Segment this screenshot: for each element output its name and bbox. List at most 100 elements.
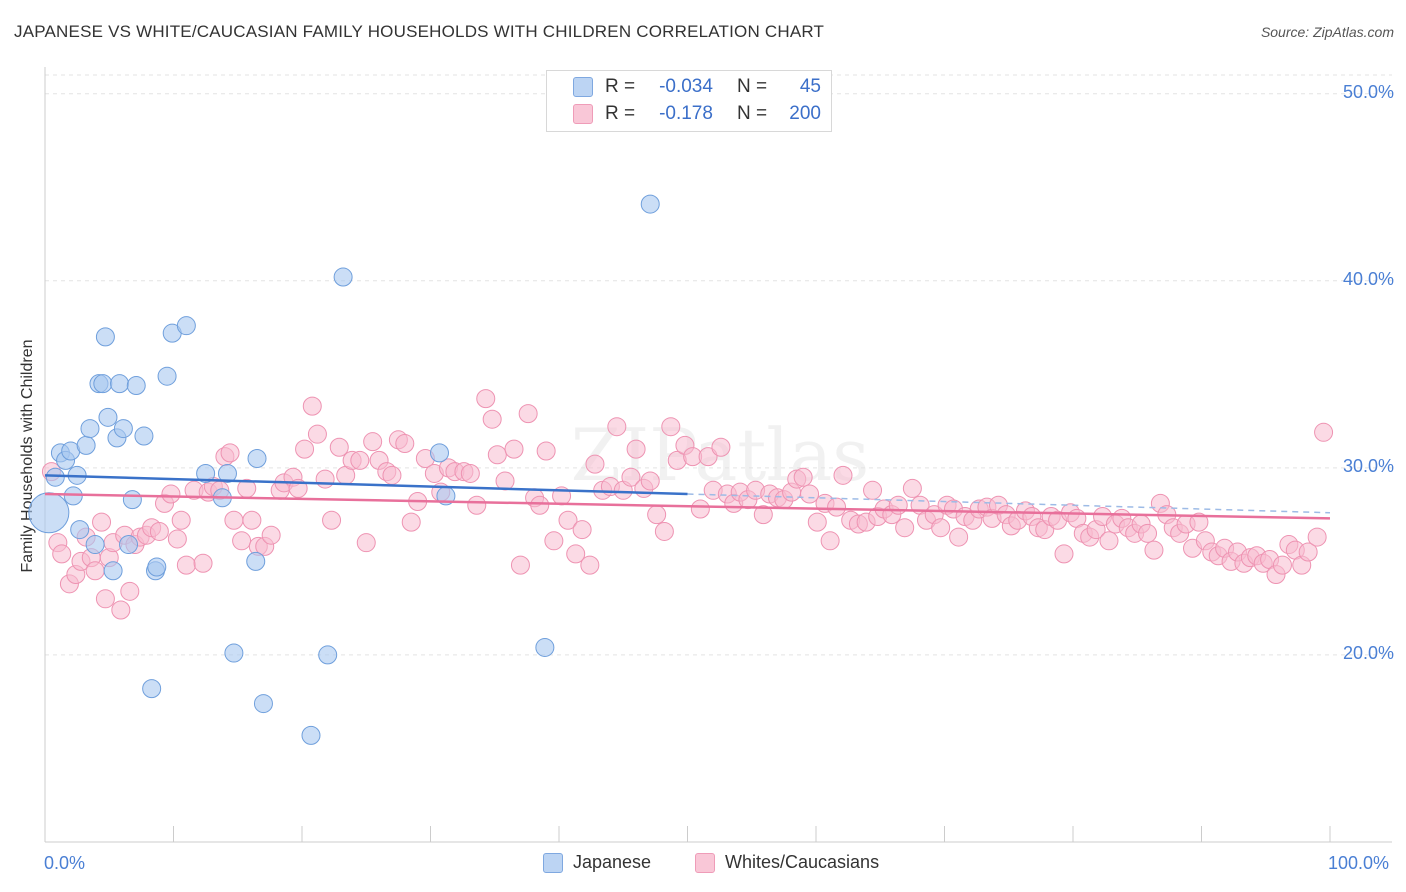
series-legend: Japanese Whites/Caucasians	[0, 852, 1406, 878]
gridlines	[45, 74, 1392, 656]
japanese-point	[333, 267, 353, 287]
whites-point	[1307, 527, 1327, 547]
legend-swatch-whites	[695, 852, 715, 873]
japanese-point	[110, 374, 130, 394]
japanese-point	[126, 376, 146, 396]
legend-n-label: N =	[737, 103, 768, 124]
japanese-trend-extension	[687, 493, 1331, 514]
whites-point	[467, 495, 487, 515]
legend-item-whites[interactable]: Whites/Caucasians	[695, 852, 879, 873]
japanese-point	[142, 679, 162, 699]
whites-point	[1314, 422, 1334, 442]
legend-n-label: N =	[737, 76, 768, 97]
whites-point	[647, 505, 667, 525]
whites-point	[510, 555, 530, 575]
whites-points	[41, 389, 1334, 620]
japanese-point	[119, 535, 139, 555]
whites-point	[111, 600, 131, 620]
whites-point	[572, 520, 592, 540]
japanese-point	[247, 449, 267, 468]
whites-point	[793, 467, 813, 487]
whites-point	[85, 561, 105, 581]
legend-row-japanese: R = -0.034 N = 45	[573, 74, 821, 100]
japanese-trend-line	[44, 474, 688, 496]
japanese-point	[76, 435, 96, 455]
japanese-point	[301, 725, 321, 745]
legend-label-japanese: Japanese	[573, 852, 652, 872]
japanese-point	[95, 327, 115, 347]
whites-point	[295, 439, 315, 459]
trend-lines	[44, 474, 1331, 520]
whites-point	[690, 499, 710, 519]
whites-point	[888, 495, 908, 515]
source-label: Source: ZipAtlas.com	[1260, 24, 1394, 40]
japanese-point	[640, 194, 660, 214]
japanese-point	[98, 407, 118, 427]
japanese-point	[253, 694, 273, 714]
whites-point	[322, 510, 342, 530]
whites-point	[149, 521, 169, 541]
whites-point	[302, 396, 322, 416]
whites-point	[261, 525, 281, 545]
whites-point	[1138, 523, 1158, 543]
whites-point	[476, 389, 496, 409]
japanese-point	[246, 551, 266, 571]
japanese-point	[224, 643, 244, 663]
correlation-legend: R = -0.034 N = 45 R = -0.178 N = 200	[546, 70, 832, 132]
whites-point	[585, 454, 605, 474]
whites-point	[495, 471, 515, 491]
whites-point	[949, 527, 969, 547]
whites-point	[1099, 531, 1119, 551]
whites-point	[315, 469, 335, 489]
whites-point	[1054, 544, 1074, 564]
whites-point	[329, 437, 349, 457]
whites-point	[1298, 542, 1318, 562]
legend-n-value-whites: 200	[789, 103, 821, 124]
whites-point	[518, 404, 538, 424]
whites-point	[895, 518, 915, 538]
whites-point	[171, 510, 191, 530]
whites-point	[626, 439, 646, 459]
japanese-point	[70, 520, 90, 540]
legend-swatch-japanese	[543, 852, 563, 873]
japanese-point	[113, 419, 133, 439]
japanese-point	[134, 426, 154, 446]
legend-n-value-japanese: 45	[799, 76, 821, 97]
whites-point	[607, 417, 627, 437]
japanese-point	[103, 561, 123, 581]
japanese-point	[45, 467, 65, 487]
whites-point	[1272, 555, 1292, 575]
japanese-points	[28, 194, 660, 745]
whites-point	[193, 553, 213, 573]
chart-title: JAPANESE VS WHITE/CAUCASIAN FAMILY HOUSE…	[14, 22, 825, 41]
whites-point	[621, 467, 641, 487]
whites-point	[363, 432, 383, 452]
whites-point	[753, 505, 773, 525]
legend-item-japanese[interactable]: Japanese	[543, 852, 651, 873]
whites-point	[566, 544, 586, 564]
japanese-point	[93, 374, 113, 394]
whites-point	[504, 439, 524, 459]
whites-point	[931, 518, 951, 538]
japanese-point	[147, 557, 167, 577]
japanese-point	[176, 316, 196, 336]
whites-point	[307, 424, 327, 444]
whites-point	[654, 521, 674, 541]
whites-point	[661, 417, 681, 437]
whites-point	[530, 495, 550, 515]
whites-point	[95, 589, 115, 609]
whites-point	[356, 533, 376, 553]
whites-point	[807, 512, 827, 532]
whites-point	[401, 512, 421, 532]
whites-point	[1144, 540, 1164, 560]
japanese-point	[28, 492, 70, 534]
x-tick-label-max: 100.0%	[1328, 853, 1390, 873]
whites-point	[167, 529, 187, 549]
whites-point	[120, 581, 140, 601]
whites-point	[52, 544, 72, 564]
japanese-point	[196, 463, 216, 483]
japanese-point	[217, 463, 237, 483]
whites-point	[482, 409, 502, 429]
whites-point	[176, 555, 196, 575]
